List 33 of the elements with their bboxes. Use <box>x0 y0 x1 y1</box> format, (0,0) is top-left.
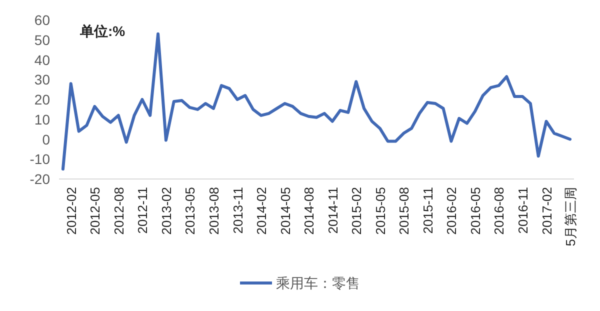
x-tick-label: 2017-02 <box>539 187 554 235</box>
y-tick-label: 10 <box>34 111 50 128</box>
x-tick-label: 2015-11 <box>420 187 436 234</box>
y-tick-label: 30 <box>34 72 50 88</box>
y-tick-label: -20 <box>30 171 50 187</box>
x-tick-label: 2013-11 <box>230 187 246 234</box>
y-tick-label: 0 <box>42 131 50 148</box>
x-tick-label: 2013-08 <box>206 187 222 235</box>
x-tick-label: 2012-02 <box>64 187 79 235</box>
x-tick-label: 2015-02 <box>349 187 364 235</box>
x-tick-label: 2012-11 <box>135 187 150 234</box>
x-tick-label: 2014-11 <box>325 187 340 234</box>
y-tick-label: 40 <box>34 52 50 68</box>
y-tick-label: 60 <box>34 12 50 28</box>
y-axis-title: 单位:% <box>79 23 126 39</box>
x-tick-label: 2014-02 <box>254 187 270 235</box>
y-tick-label: 50 <box>34 32 50 48</box>
x-tick-label: 2016-02 <box>444 187 460 235</box>
x-tick-label: 5月第三周 <box>563 187 578 246</box>
x-tick-label: 2014-05 <box>278 187 293 235</box>
x-tick-label: 2015-05 <box>372 187 388 235</box>
y-tick-label: -10 <box>30 151 50 168</box>
x-tick-label: 2013-05 <box>182 187 198 235</box>
legend-label: 乘用车：零售 <box>276 275 360 291</box>
x-tick-label: 2016-08 <box>492 187 507 235</box>
x-tick-label: 2012-08 <box>111 187 126 235</box>
x-tick-label: 2015-08 <box>396 187 412 235</box>
x-tick-label: 2016-05 <box>468 187 483 235</box>
y-tick-label: 20 <box>34 92 50 108</box>
x-tick-label: 2013-02 <box>158 187 174 235</box>
x-tick-label: 2016-11 <box>516 187 530 234</box>
x-tick-label: 2012-05 <box>88 187 103 235</box>
x-tick-label: 2014-08 <box>302 187 317 235</box>
